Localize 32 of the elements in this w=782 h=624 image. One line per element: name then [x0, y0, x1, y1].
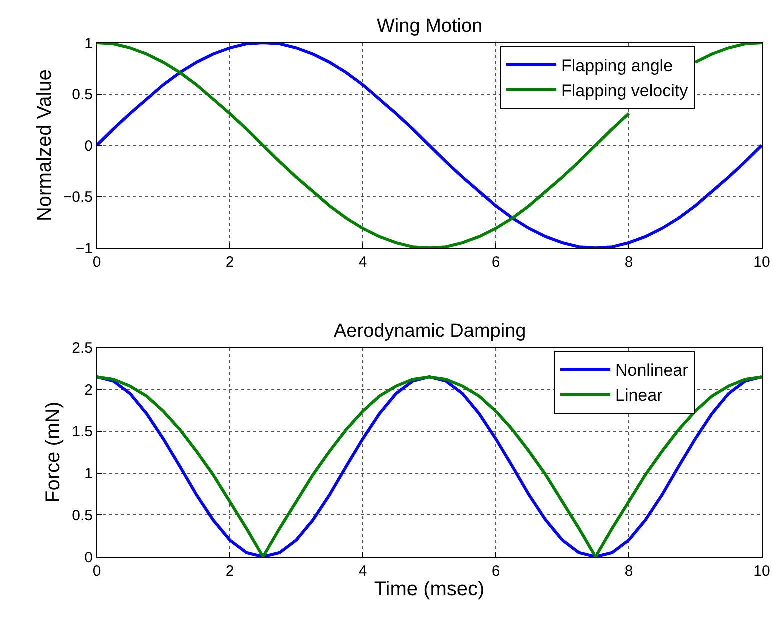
x-tick-label: 8	[624, 254, 634, 272]
x-tick-label: 6	[492, 254, 500, 272]
y-tick-label: 2.5	[72, 340, 93, 358]
y-tick-label: 1	[84, 466, 93, 483]
y-tick-label: 0.5	[72, 86, 93, 104]
x-tick-label: 2	[226, 563, 234, 580]
y-tick-label: −0.5	[63, 189, 93, 206]
chart-title: Aerodynamic Damping	[334, 321, 526, 342]
x-tick-label: 6	[492, 563, 500, 580]
x-tick-label: 8	[624, 563, 634, 580]
x-tick-label: 4	[358, 563, 368, 580]
x-axis-title: Time (msec)	[374, 578, 485, 600]
legend-label: Nonlinear	[616, 361, 689, 380]
y-tick-label: 2	[84, 382, 93, 399]
x-tick-label: 4	[358, 254, 368, 272]
legend-label: Flapping angle	[562, 56, 674, 76]
y-tick-label: 1	[84, 35, 93, 52]
line-series	[97, 43, 762, 248]
x-tick-label: 10	[754, 254, 770, 272]
legend-label: Linear	[616, 386, 664, 406]
y-axis-title: Normalzed Value	[34, 70, 56, 222]
x-tick-label: 10	[754, 563, 770, 580]
line-series	[97, 376, 762, 557]
y-tick-label: 0	[84, 549, 93, 566]
legend-label: Flapping velocity	[562, 81, 689, 100]
x-tick-label: 2	[226, 254, 234, 272]
y-axis-title: Force (mN)	[42, 402, 65, 503]
y-tick-label: 1.5	[72, 424, 93, 441]
y-tick-label: −1	[76, 240, 93, 258]
y-tick-label: 0	[84, 138, 93, 155]
y-tick-label: 0.5	[72, 507, 93, 524]
chart-title: Wing Motion	[377, 16, 483, 37]
